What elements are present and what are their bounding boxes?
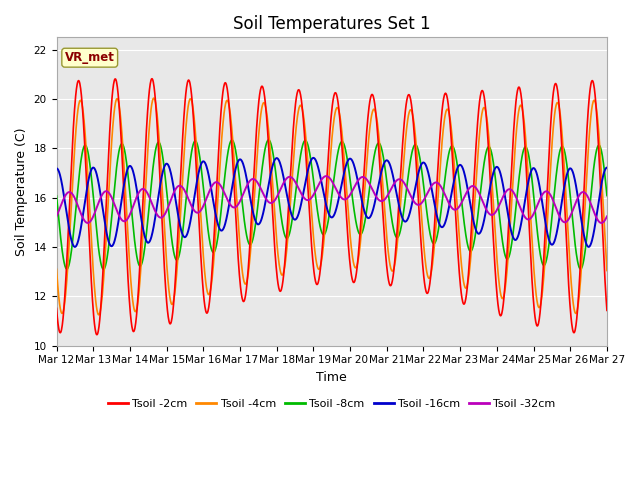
Y-axis label: Soil Temperature (C): Soil Temperature (C): [15, 127, 28, 256]
X-axis label: Time: Time: [316, 371, 347, 384]
Legend: Tsoil -2cm, Tsoil -4cm, Tsoil -8cm, Tsoil -16cm, Tsoil -32cm: Tsoil -2cm, Tsoil -4cm, Tsoil -8cm, Tsoi…: [103, 395, 560, 413]
Title: Soil Temperatures Set 1: Soil Temperatures Set 1: [233, 15, 431, 33]
Text: VR_met: VR_met: [65, 51, 115, 64]
